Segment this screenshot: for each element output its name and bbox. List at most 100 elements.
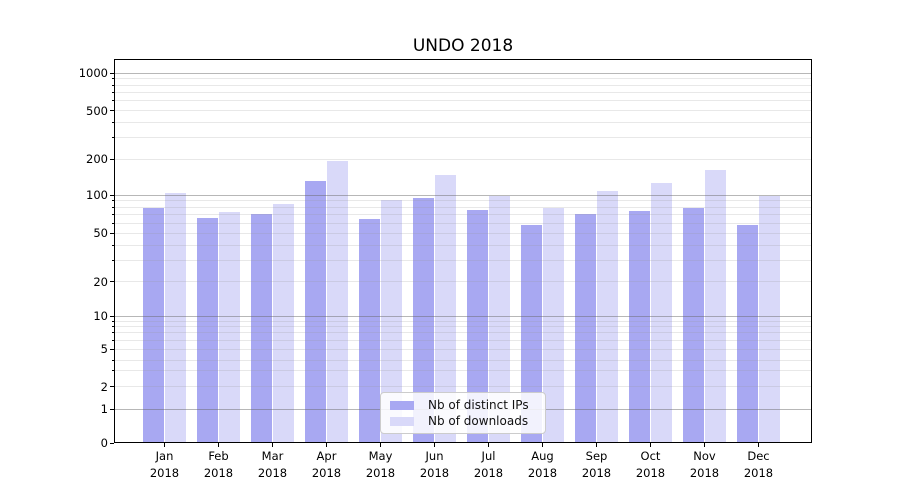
bar-downloads-oct xyxy=(650,182,673,443)
y-tick-label-100: 100 xyxy=(86,188,108,202)
y-tick-200 xyxy=(110,158,114,160)
bar-distinct-ips-nov xyxy=(682,208,705,443)
x-tick-label-mar: Mar 2018 xyxy=(245,448,301,481)
bar-distinct-ips-apr xyxy=(304,181,327,443)
minor-gridline-4 xyxy=(114,359,812,361)
x-label-year: 2018 xyxy=(473,465,504,480)
bar-distinct-ips-dec xyxy=(736,225,759,443)
y-minor-tick-700 xyxy=(111,92,114,94)
minor-gridline-800 xyxy=(114,84,812,86)
x-tick-label-apr: Apr 2018 xyxy=(299,448,355,481)
y-minor-tick-40 xyxy=(111,244,114,246)
y-tick-label-200: 200 xyxy=(86,152,108,167)
x-tick-label-may: May 2018 xyxy=(353,448,409,481)
x-label-month: Jun xyxy=(425,449,444,463)
y-minor-tick-600 xyxy=(111,100,114,102)
bar-downloads-apr xyxy=(326,161,349,443)
y-minor-tick-80 xyxy=(111,206,114,208)
x-tick-may xyxy=(379,443,382,447)
y-tick-label-500: 500 xyxy=(86,103,108,118)
y-minor-tick-60 xyxy=(111,222,114,224)
bar-downloads-feb xyxy=(218,211,241,443)
y-tick-label-2: 2 xyxy=(100,379,108,394)
x-tick-label-aug: Aug 2018 xyxy=(515,448,571,481)
minor-gridline-400 xyxy=(114,122,812,124)
minor-gridline-60 xyxy=(114,222,812,224)
bar-downloads-mar xyxy=(272,203,295,443)
minor-gridline-40 xyxy=(114,244,812,246)
x-tick-label-oct: Oct 2018 xyxy=(623,448,679,481)
bar-downloads-dec xyxy=(758,195,781,443)
y-tick-1000 xyxy=(110,72,114,74)
chart-title: UNDO 2018 xyxy=(412,36,514,56)
x-tick-label-nov: Nov 2018 xyxy=(677,448,733,481)
x-label-year: 2018 xyxy=(311,465,342,480)
bar-distinct-ips-feb xyxy=(196,217,219,443)
minor-gridline-700 xyxy=(114,92,812,94)
bar-downloads-aug xyxy=(542,208,565,443)
x-tick-label-dec: Dec 2018 xyxy=(731,448,787,481)
bar-distinct-ips-sep xyxy=(574,213,597,443)
y-minor-tick-4 xyxy=(111,359,114,361)
x-tick-jan xyxy=(163,443,166,447)
x-label-year: 2018 xyxy=(257,465,288,480)
x-tick-label-jan: Jan 2018 xyxy=(137,448,193,481)
x-label-year: 2018 xyxy=(581,465,612,480)
y-tick-label-0: 0 xyxy=(100,436,108,450)
y-minor-tick-90 xyxy=(111,200,114,202)
x-label-month: Dec xyxy=(747,449,770,463)
x-tick-sep xyxy=(595,443,598,447)
y-minor-tick-300 xyxy=(111,137,114,139)
y-minor-tick-9 xyxy=(111,320,114,322)
bar-distinct-ips-jun xyxy=(412,197,435,443)
x-label-month: Feb xyxy=(208,449,229,463)
x-tick-nov xyxy=(703,443,706,447)
minor-gridline-300 xyxy=(114,137,812,139)
minor-gridline-90 xyxy=(114,200,812,202)
x-tick-aug xyxy=(541,443,544,447)
major-gridline-100 xyxy=(114,194,812,196)
x-label-month: Jul xyxy=(481,449,496,463)
y-minor-tick-30 xyxy=(111,259,114,261)
x-label-year: 2018 xyxy=(527,465,558,480)
legend-label-distinct-ips: Nb of distinct IPs xyxy=(428,398,529,412)
major-gridline-10 xyxy=(114,315,812,317)
x-label-month: Mar xyxy=(261,449,284,463)
minor-gridline-70 xyxy=(114,214,812,216)
bar-distinct-ips-jan xyxy=(142,208,165,443)
x-tick-label-jul: Jul 2018 xyxy=(461,448,517,481)
y-tick-50 xyxy=(110,232,114,234)
x-label-year: 2018 xyxy=(689,465,720,480)
x-label-month: Apr xyxy=(316,449,337,463)
legend-item-downloads: Nb of downloads xyxy=(390,414,536,428)
y-tick-1 xyxy=(110,408,114,410)
y-minor-tick-900 xyxy=(111,78,114,80)
y-tick-label-50: 50 xyxy=(93,226,108,241)
y-tick-0 xyxy=(110,442,114,444)
y-minor-tick-70 xyxy=(111,214,114,216)
x-label-year: 2018 xyxy=(365,465,396,480)
x-label-year: 2018 xyxy=(419,465,450,480)
y-tick-500 xyxy=(110,110,114,112)
x-label-month: Nov xyxy=(693,449,716,463)
minor-gridline-50 xyxy=(114,232,812,234)
bar-distinct-ips-mar xyxy=(250,213,273,443)
bar-downloads-jan xyxy=(164,192,187,443)
y-minor-tick-6 xyxy=(111,339,114,341)
x-tick-oct xyxy=(649,443,652,447)
minor-gridline-500 xyxy=(114,110,812,112)
minor-gridline-900 xyxy=(114,78,812,80)
x-tick-label-sep: Sep 2018 xyxy=(569,448,625,481)
x-tick-jul xyxy=(487,443,490,447)
y-tick-label-5: 5 xyxy=(100,342,108,356)
minor-gridline-7 xyxy=(114,332,812,334)
bar-distinct-ips-aug xyxy=(520,225,543,443)
legend-label-downloads: Nb of downloads xyxy=(428,414,529,428)
minor-gridline-20 xyxy=(114,281,812,283)
bar-downloads-jul xyxy=(488,196,511,443)
x-tick-feb xyxy=(217,443,220,447)
